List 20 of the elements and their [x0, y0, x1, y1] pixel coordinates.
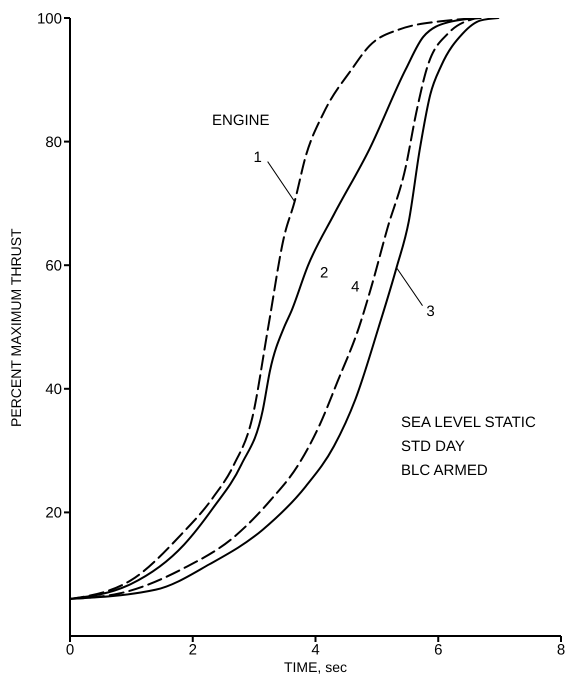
text: 3 [426, 303, 435, 320]
x-tick-label: 4 [311, 642, 320, 659]
series-label: 2 [320, 264, 328, 282]
annotation: STD DAY [401, 438, 465, 455]
annotation: SEA LEVEL STATIC [401, 414, 536, 431]
y-tick-label: 80 [45, 134, 62, 151]
y-tick-label: 20 [45, 504, 62, 522]
series-label: 4 [351, 278, 360, 296]
y-tick-label: 100 [36, 10, 62, 28]
y-tick-label: 60 [45, 258, 62, 275]
annotation: ENGINE [212, 112, 270, 129]
x-tick-label: 6 [434, 642, 442, 659]
x-tick-label: 2 [188, 642, 197, 659]
x-tick-label: 0 [66, 642, 74, 659]
annotation: BLC ARMED [401, 462, 488, 479]
text: 1 [253, 149, 262, 166]
x-axis-title: TIME, sec [284, 659, 348, 675]
y-axis-title: PERCENT MAXIMUM THRUST [8, 228, 24, 427]
y-tick-label: 40 [45, 381, 62, 398]
x-tick-label: 8 [556, 642, 566, 659]
